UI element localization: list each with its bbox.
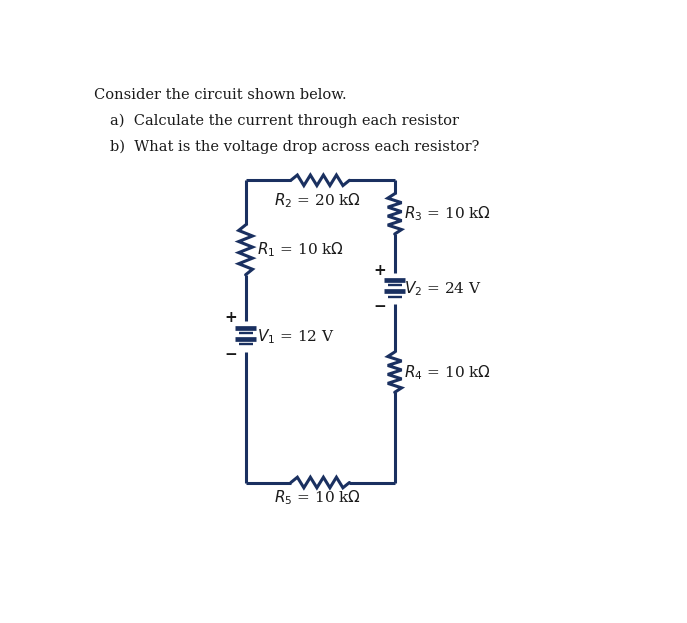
Text: $R_5$ = 10 k$\Omega$: $R_5$ = 10 k$\Omega$ [274,488,361,507]
Text: +: + [374,262,386,277]
Text: $R_1$ = 10 k$\Omega$: $R_1$ = 10 k$\Omega$ [258,240,344,259]
Text: −: − [374,299,386,314]
Text: $R_4$ = 10 k$\Omega$: $R_4$ = 10 k$\Omega$ [404,363,491,381]
Text: −: − [225,347,237,362]
Text: a)  Calculate the current through each resistor: a) Calculate the current through each re… [110,114,459,128]
Text: Consider the circuit shown below.: Consider the circuit shown below. [94,88,346,102]
Text: $R_3$ = 10 k$\Omega$: $R_3$ = 10 k$\Omega$ [404,204,491,223]
Text: $V_1$ = 12 V: $V_1$ = 12 V [258,327,335,346]
Text: b)  What is the voltage drop across each resistor?: b) What is the voltage drop across each … [110,140,480,154]
Text: $R_2$ = 20 k$\Omega$: $R_2$ = 20 k$\Omega$ [274,191,361,209]
Text: $V_2$ = 24 V: $V_2$ = 24 V [404,279,482,298]
Text: +: + [225,310,237,325]
